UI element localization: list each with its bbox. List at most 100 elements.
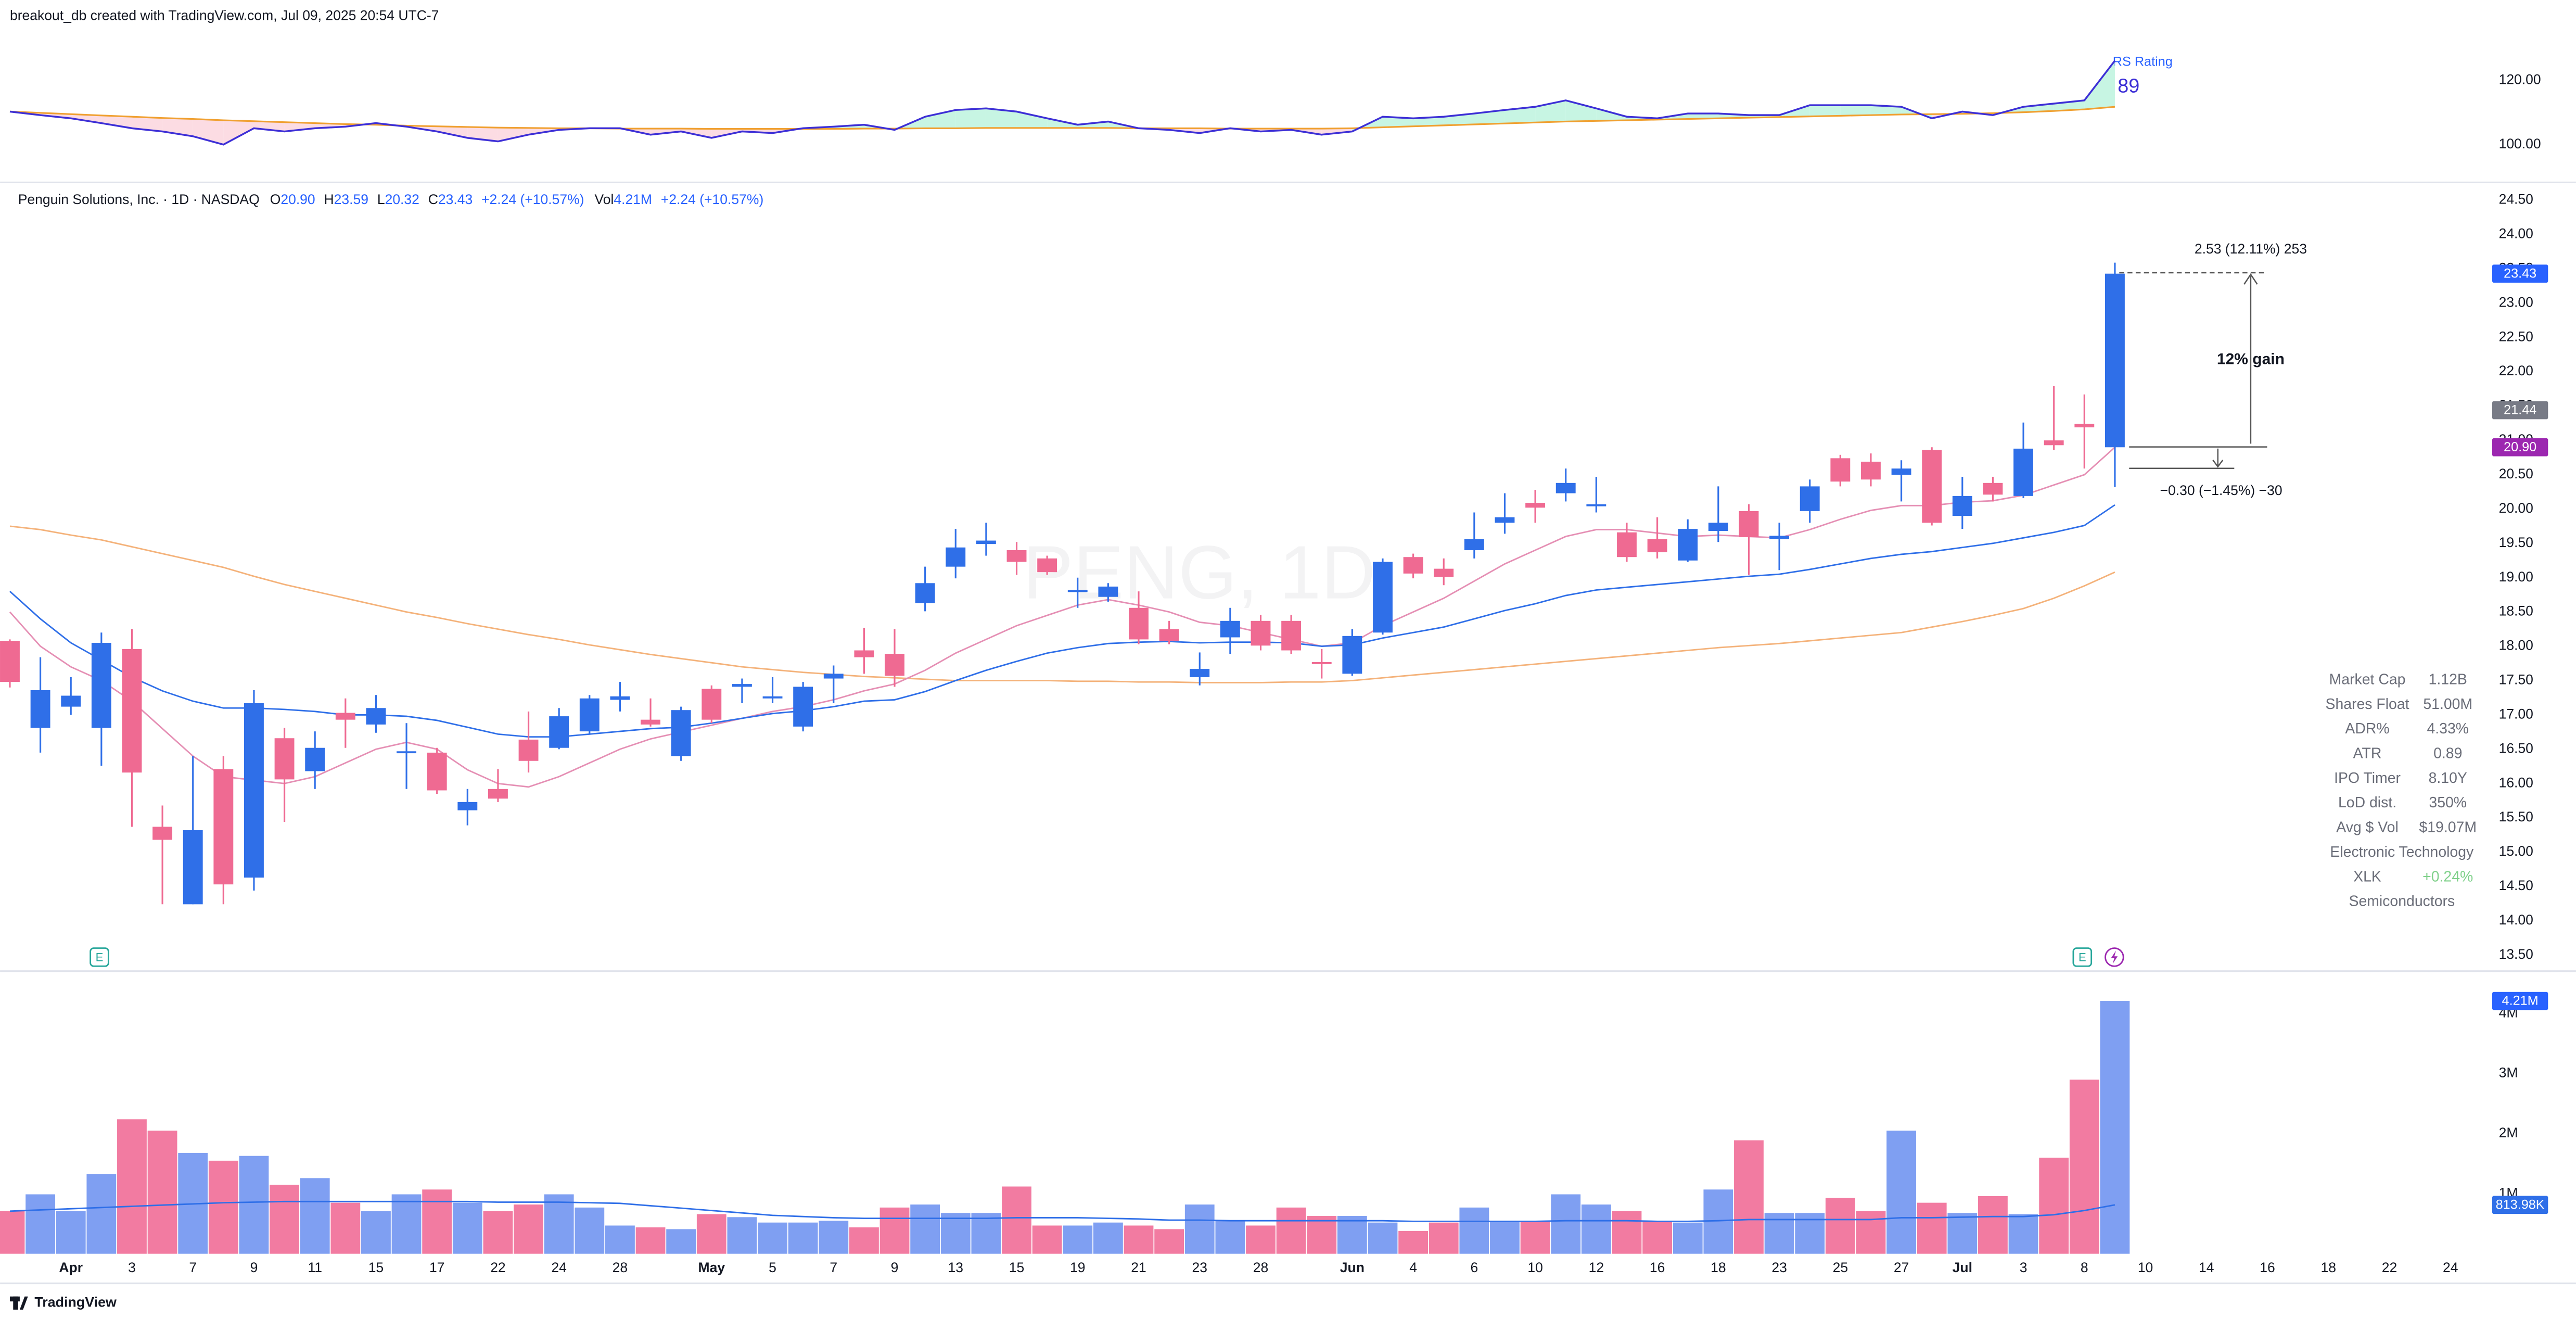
candle-body (335, 713, 355, 720)
y-tick-label: 14.00 (2499, 912, 2533, 928)
symbol: Penguin Solutions, Inc. · 1D · NASDAQ (18, 192, 260, 207)
earnings-label[interactable]: E (96, 950, 104, 963)
candle-body (793, 687, 813, 727)
x-tick-label: 18 (1711, 1260, 1726, 1275)
candle-body (1129, 607, 1149, 640)
volume-bar (117, 1119, 147, 1254)
volume-bar (1307, 1216, 1337, 1254)
ohlc-key: O (270, 192, 281, 207)
rs-fill (1688, 113, 1718, 119)
x-tick-label: 22 (2382, 1260, 2397, 1275)
rs-fill (986, 108, 1017, 128)
candle-body (122, 649, 142, 773)
candle-body (274, 738, 295, 780)
candle-body (1311, 662, 1332, 664)
price-tag-bg (2492, 438, 2548, 456)
volume-bar (391, 1194, 422, 1254)
info-key: Shares Float (2326, 696, 2409, 713)
earnings-icon[interactable] (2072, 947, 2093, 967)
x-tick-label: 3 (128, 1260, 136, 1275)
volume-bar (1124, 1225, 1154, 1254)
volume-bar (727, 1217, 757, 1254)
ohlc-key: H (324, 192, 334, 207)
x-tick-label: 10 (2138, 1260, 2153, 1275)
candle-body (366, 708, 386, 725)
x-tick-label: 10 (1527, 1260, 1542, 1275)
info-value: 51.00M (2423, 696, 2472, 713)
candle-body (1190, 669, 1210, 677)
rs-fill (1504, 107, 1536, 124)
volume-bar (1642, 1221, 1673, 1254)
volume-bar (940, 1213, 971, 1254)
volume-bar (544, 1194, 574, 1254)
candle-body (1769, 536, 1790, 539)
x-tick-label: 17 (429, 1260, 444, 1275)
rs-label: RS Rating (2113, 55, 2173, 69)
earnings-label[interactable]: E (2078, 950, 2086, 963)
candle-body (854, 650, 874, 657)
candle-body (671, 710, 691, 756)
info-value: 1.12B (2429, 671, 2467, 688)
x-tick-label: 9 (250, 1260, 258, 1275)
candle-body (702, 689, 722, 720)
rs-fill (437, 126, 468, 138)
x-tick-label: 25 (1833, 1260, 1848, 1275)
volume-bar (635, 1227, 666, 1254)
volume-bar (1215, 1221, 1245, 1254)
y-tick-label: 22.50 (2499, 328, 2533, 344)
y-tick-label: 120.00 (2499, 72, 2541, 87)
candle-body (2074, 424, 2095, 428)
candle-body (2105, 273, 2125, 448)
candle-body (915, 583, 935, 603)
y-tick-label: 16.50 (2499, 740, 2533, 756)
ohlc-value: 20.32 (385, 192, 419, 207)
price-tag: 20.90 (2504, 440, 2536, 454)
y-tick-label: 100.00 (2499, 136, 2541, 151)
rs-fill (1565, 100, 1597, 122)
volume-bar (1429, 1222, 1459, 1254)
volume-bar (1154, 1229, 1184, 1254)
x-tick-label: 18 (2321, 1260, 2336, 1275)
volume-bar (1002, 1186, 1031, 1254)
vol-value: 4.21M (614, 192, 652, 207)
rs-fill (925, 110, 956, 129)
ohlc-value: 23.43 (438, 192, 473, 207)
volume-bar (1246, 1225, 1276, 1254)
volume-bar (1490, 1221, 1520, 1254)
volume-bar (971, 1213, 1001, 1254)
x-tick-label: 15 (1009, 1260, 1024, 1275)
volume-bar (1184, 1204, 1215, 1254)
rs-fill (223, 120, 254, 145)
earnings-marker[interactable]: E (2072, 947, 2093, 967)
rs-rating: 89 (2118, 75, 2139, 97)
candle-body (488, 789, 508, 799)
logo-part (13, 1296, 18, 1310)
volume-bar (25, 1194, 56, 1254)
candle-body (1861, 461, 1881, 480)
volume-bar (2069, 1080, 2099, 1254)
y-tick-label: 18.00 (2499, 638, 2533, 653)
y-tick-label: 17.00 (2499, 706, 2533, 721)
footer-logo (9, 1296, 28, 1310)
candle-body (1006, 550, 1027, 562)
volume-bar (1368, 1222, 1398, 1254)
volume-bar (452, 1202, 482, 1254)
y-tick-label: 20.50 (2499, 466, 2533, 481)
candle-body (1342, 636, 1362, 674)
earnings-icon[interactable] (90, 947, 109, 967)
rs-fill (2023, 104, 2054, 112)
volume-bar (819, 1221, 849, 1254)
info-value: 350% (2429, 794, 2467, 811)
vol-change: +2.24 (+10.57%) (661, 192, 763, 207)
y-tick-label: 15.50 (2499, 809, 2533, 825)
volume-bar (1825, 1198, 1855, 1254)
rs-fill (284, 122, 315, 132)
x-tick-label: 21 (1131, 1260, 1146, 1275)
event-marker[interactable] (2105, 947, 2124, 967)
rs-fill (162, 118, 193, 136)
earnings-marker[interactable]: E (90, 947, 109, 967)
moving-average (9, 504, 2115, 738)
volume-bar (1978, 1196, 2008, 1254)
